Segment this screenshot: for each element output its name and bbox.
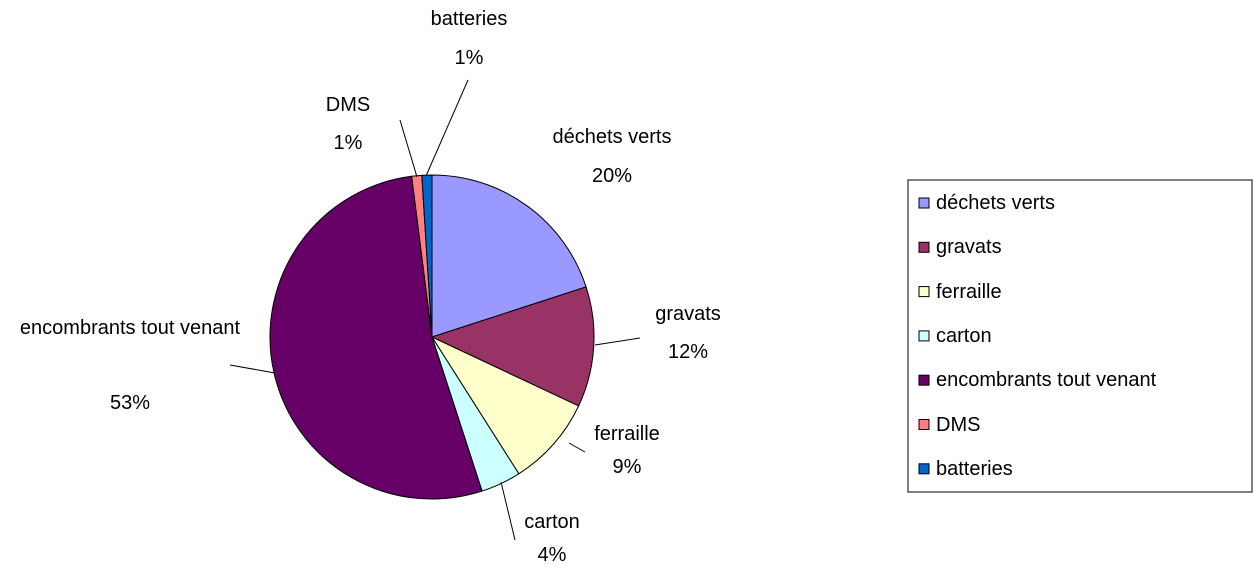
slice-label: ferraille <box>594 423 660 445</box>
leader-line <box>425 79 469 177</box>
legend-swatch <box>918 286 930 298</box>
legend-label: déchets verts <box>936 192 1055 214</box>
slice-value-label: 20% <box>591 165 633 187</box>
slice-value-label: 53% <box>109 392 151 414</box>
slice-value-label: 1% <box>454 47 484 69</box>
slice-value-label: 12% <box>667 341 709 363</box>
legend-label: DMS <box>936 413 981 436</box>
legend-box <box>907 179 1253 493</box>
legend-label: carton <box>936 324 992 347</box>
slice-value-label: 1% <box>333 132 363 154</box>
legend-swatch <box>918 419 930 430</box>
pie-slice <box>431 174 587 338</box>
slice-label: batteries <box>430 8 508 30</box>
pie-slice <box>430 335 580 475</box>
slice-label: déchets verts <box>552 126 672 148</box>
slice-value-label: 4% <box>537 544 567 566</box>
legend-label: batteries <box>936 457 1013 480</box>
legend-swatch <box>918 463 930 475</box>
slice-label: gravats <box>655 303 721 325</box>
slice-label: encombrants tout venant <box>19 317 241 339</box>
legend-label: gravats <box>936 236 1002 259</box>
leader-line <box>399 119 418 178</box>
legend-swatch <box>918 330 930 342</box>
leader-line <box>568 442 586 453</box>
leader-line <box>500 481 516 541</box>
legend-label: ferraille <box>936 280 1002 303</box>
pie-slice <box>430 286 595 407</box>
leader-line <box>229 364 276 374</box>
slice-label: DMS <box>325 94 371 116</box>
leader-line <box>594 337 641 346</box>
legend-swatch <box>918 374 930 386</box>
legend-label: encombrants tout venant <box>936 369 1157 392</box>
slice-label: carton <box>524 511 580 533</box>
legend-swatch <box>918 241 930 253</box>
legend-swatch <box>918 197 930 209</box>
slice-value-label: 9% <box>612 456 642 478</box>
